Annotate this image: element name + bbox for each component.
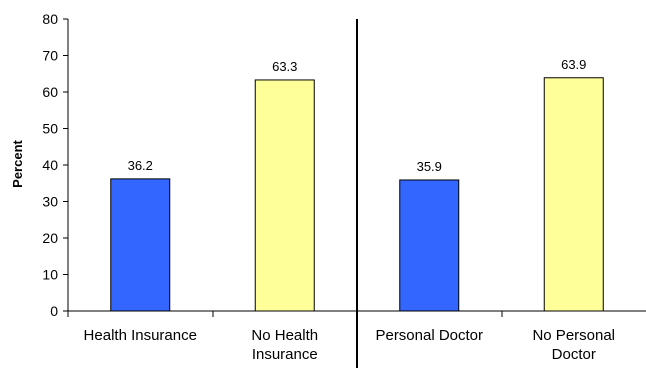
data-label: 63.3 bbox=[272, 59, 297, 74]
category-label: Doctor bbox=[552, 346, 596, 363]
category-label: No Personal bbox=[532, 327, 615, 344]
y-tick-label: 60 bbox=[42, 84, 58, 100]
data-label: 36.2 bbox=[128, 158, 153, 173]
data-labels: 36.2 63.3 35.9 63.9 bbox=[128, 57, 587, 174]
bar bbox=[110, 178, 171, 312]
y-axis-ticks: 0 10 20 30 40 50 60 70 80 bbox=[42, 11, 68, 319]
y-tick-label: 30 bbox=[42, 194, 58, 210]
y-tick-label: 50 bbox=[42, 121, 58, 137]
y-tick-label: 10 bbox=[42, 267, 58, 283]
y-axis-title: Percent bbox=[10, 139, 25, 187]
bar bbox=[543, 77, 604, 312]
data-label: 63.9 bbox=[561, 57, 586, 72]
y-tick-label: 0 bbox=[50, 303, 58, 319]
data-label: 35.9 bbox=[417, 159, 442, 174]
category-labels: Health Insurance No Health Insurance Person… bbox=[84, 327, 615, 363]
y-tick-label: 80 bbox=[42, 11, 58, 27]
category-label: No Health bbox=[251, 327, 318, 344]
category-label: Insurance bbox=[252, 346, 318, 363]
y-tick-label: 40 bbox=[42, 157, 58, 173]
y-tick-label: 20 bbox=[42, 230, 58, 246]
category-label: Personal Doctor bbox=[375, 327, 483, 344]
bars bbox=[110, 77, 604, 312]
bar bbox=[254, 79, 315, 312]
bar bbox=[399, 179, 460, 312]
y-tick-label: 70 bbox=[42, 48, 58, 64]
category-label: Health Insurance bbox=[84, 327, 197, 344]
